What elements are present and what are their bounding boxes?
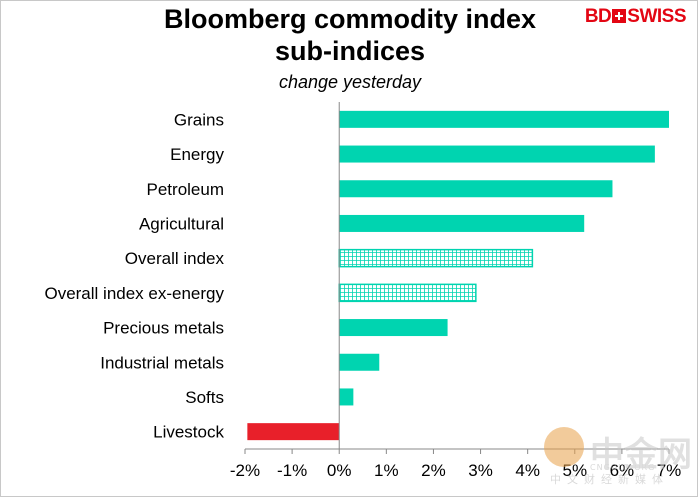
x-tick-label: 0%: [327, 461, 352, 480]
category-label: Overall index: [125, 249, 225, 268]
category-label: Softs: [185, 388, 224, 407]
category-label: Petroleum: [147, 180, 224, 199]
bar-overall-index: [338, 248, 534, 268]
bar-softs: [339, 388, 354, 406]
watermark-logo-icon: [544, 427, 584, 467]
x-tick-label: -2%: [230, 461, 260, 480]
chart-title-line1: Bloomberg commodity index: [163, 4, 537, 34]
watermark-sub2-text: 中文财经新媒体: [550, 473, 669, 486]
bar-agricultural: [339, 214, 585, 232]
bar-grains: [339, 110, 669, 128]
category-label: Livestock: [153, 423, 224, 442]
bar-energy: [339, 145, 655, 163]
bar-petroleum: [339, 180, 613, 198]
bar-industrial-metals: [339, 353, 380, 371]
logo-swiss-text: SWISS: [627, 6, 686, 27]
category-label: Agricultural: [139, 214, 224, 233]
category-label: Energy: [170, 145, 224, 164]
bdswiss-logo: BD SWISS: [584, 6, 687, 28]
x-tick-label: 4%: [515, 461, 540, 480]
bar-precious-metals: [339, 319, 448, 337]
chart-title-line2: sub-indices: [274, 36, 426, 66]
swiss-cross-icon: [612, 9, 627, 23]
category-label: Overall index ex-energy: [44, 284, 224, 303]
logo-bd-text: BD: [584, 6, 612, 27]
x-tick-label: 3%: [468, 461, 493, 480]
category-label: Precious metals: [103, 319, 224, 338]
category-label: Grains: [174, 110, 224, 129]
chart-subtitle: change yesterday: [278, 72, 422, 92]
x-tick-label: 6%: [610, 461, 635, 480]
x-tick-label: -1%: [277, 461, 307, 480]
x-tick-label: 7%: [657, 461, 682, 480]
x-tick-label: 2%: [421, 461, 446, 480]
watermark-main-text: 中金网: [590, 435, 692, 475]
bar-livestock: [247, 423, 340, 441]
x-tick-label: 1%: [374, 461, 399, 480]
watermark-sub-text: CNGOLD.ORG: [590, 463, 656, 472]
bar-overall-index-ex-energy: [338, 283, 477, 303]
category-label: Industrial metals: [100, 353, 224, 372]
